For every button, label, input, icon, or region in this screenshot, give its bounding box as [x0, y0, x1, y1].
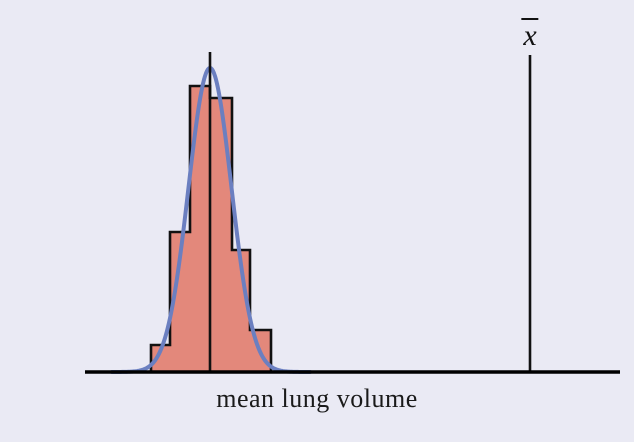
histogram-bar	[151, 345, 170, 372]
histogram-bar	[232, 250, 250, 372]
histogram-bars	[151, 86, 271, 372]
histogram-bar	[210, 98, 232, 372]
xbar-glyph: x	[521, 18, 539, 52]
x-axis-caption: mean lung volume	[216, 384, 418, 413]
sample-mean-xbar-label: x	[521, 18, 539, 52]
histogram-bar	[170, 232, 190, 372]
histogram-bar	[190, 86, 210, 372]
